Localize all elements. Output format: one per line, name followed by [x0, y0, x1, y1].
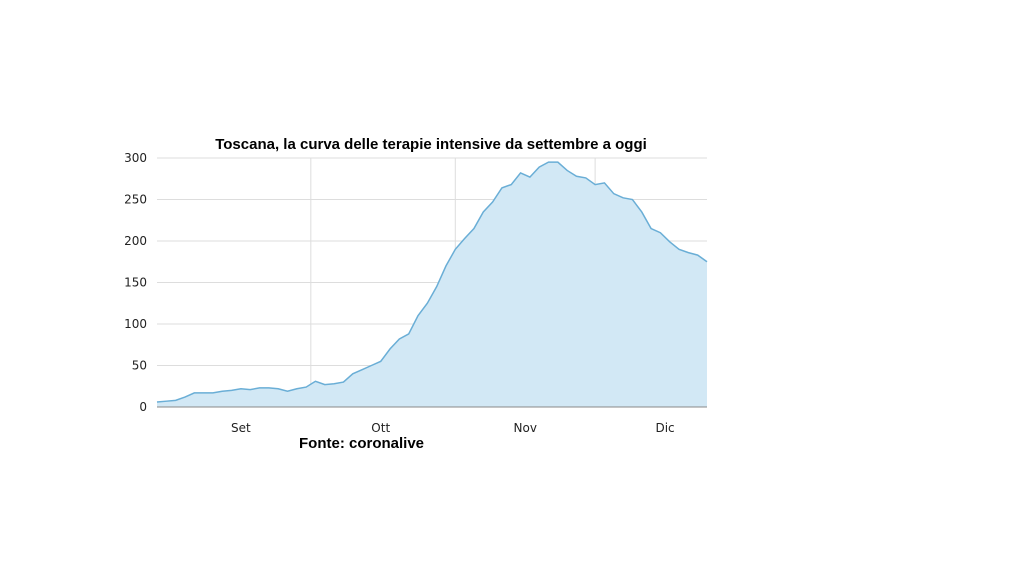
- x-tick-labels: Set Ott Nov Dic: [231, 421, 675, 435]
- x-tick-label: Dic: [655, 421, 674, 435]
- series-area: [157, 162, 707, 407]
- y-tick-label: 50: [132, 359, 147, 373]
- x-tick-label: Nov: [514, 421, 537, 435]
- y-tick-label: 200: [124, 234, 147, 248]
- x-tick-label: Set: [231, 421, 251, 435]
- y-tick-label: 100: [124, 317, 147, 331]
- source-label: Fonte: coronalive: [299, 435, 424, 452]
- y-tick-label: 150: [124, 276, 147, 290]
- y-tick-labels: 0 50 100 150 200 250 300: [124, 151, 147, 414]
- y-tick-label: 300: [124, 151, 147, 165]
- y-tick-label: 0: [139, 400, 147, 414]
- chart-title: Toscana, la curva delle terapie intensiv…: [215, 136, 647, 153]
- series-line: [156, 161, 708, 403]
- x-tick-label: Ott: [371, 421, 390, 435]
- y-tick-label: 250: [124, 193, 147, 207]
